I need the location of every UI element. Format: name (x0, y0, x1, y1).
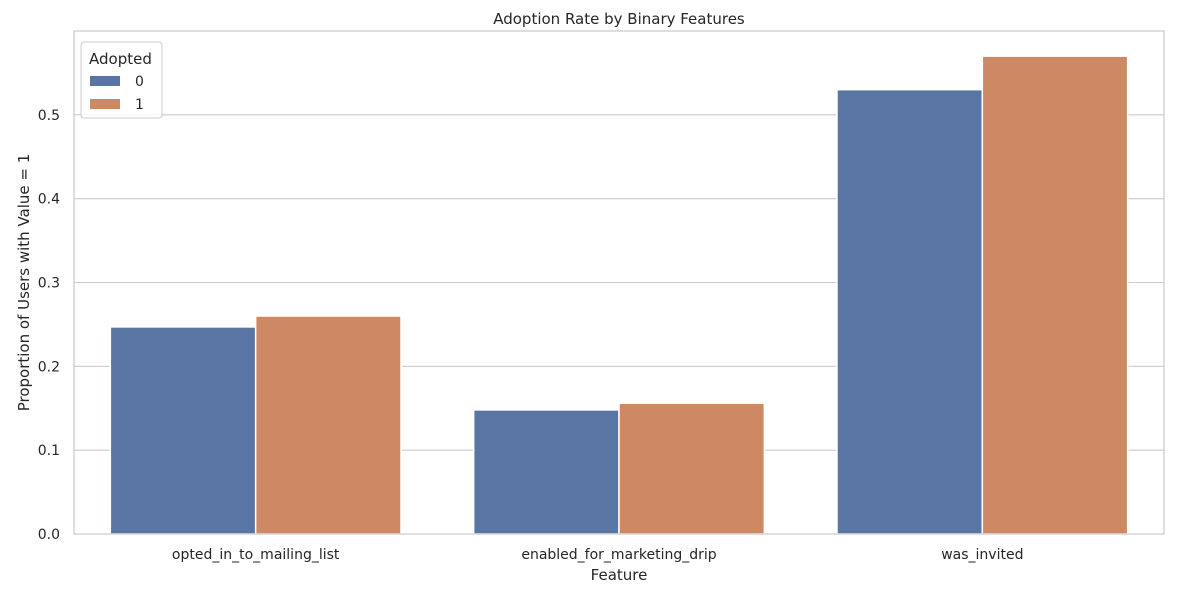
y-tick-label: 0.5 (38, 108, 60, 124)
legend-swatch-1 (90, 99, 120, 109)
x-axis-label: Feature (591, 566, 648, 584)
legend-title: Adopted (89, 50, 152, 68)
chart-title: Adoption Rate by Binary Features (493, 10, 745, 28)
bar-was_invited-series-0 (836, 88, 984, 535)
legend-label: 0 (135, 74, 144, 90)
y-axis-label: Proportion of Users with Value = 1 (15, 154, 33, 412)
y-tick-label: 0.4 (38, 192, 60, 208)
plot-frame (73, 30, 1165, 535)
x-tick-label: enabled_for_marketing_drip (521, 547, 716, 563)
y-tick-label: 0.1 (38, 443, 60, 459)
bars (109, 55, 1129, 535)
x-tick-labels: opted_in_to_mailing_list enabled_for_mark… (172, 547, 1024, 563)
y-tick-label: 0.3 (38, 276, 60, 292)
bar-opted_in_to_mailing_list-series-1 (254, 315, 402, 535)
y-tick-label: 0.0 (38, 527, 60, 543)
legend-items: 01 (90, 74, 144, 113)
bar-enabled_for_marketing_drip-series-0 (472, 409, 620, 535)
bar-was_invited-series-1 (981, 55, 1129, 535)
bar-opted_in_to_mailing_list-series-0 (109, 326, 257, 535)
x-tick-label: opted_in_to_mailing_list (172, 547, 340, 563)
bar-enabled_for_marketing_drip-series-1 (618, 402, 766, 535)
y-tick-label: 0.2 (38, 359, 60, 375)
x-tick-label: was_invited (941, 547, 1023, 563)
legend-label: 1 (135, 97, 144, 113)
legend-swatch-0 (90, 76, 120, 86)
legend: Adopted 01 (80, 41, 163, 119)
y-tick-labels: 0.0 0.1 0.2 0.3 0.4 0.5 (38, 108, 60, 543)
